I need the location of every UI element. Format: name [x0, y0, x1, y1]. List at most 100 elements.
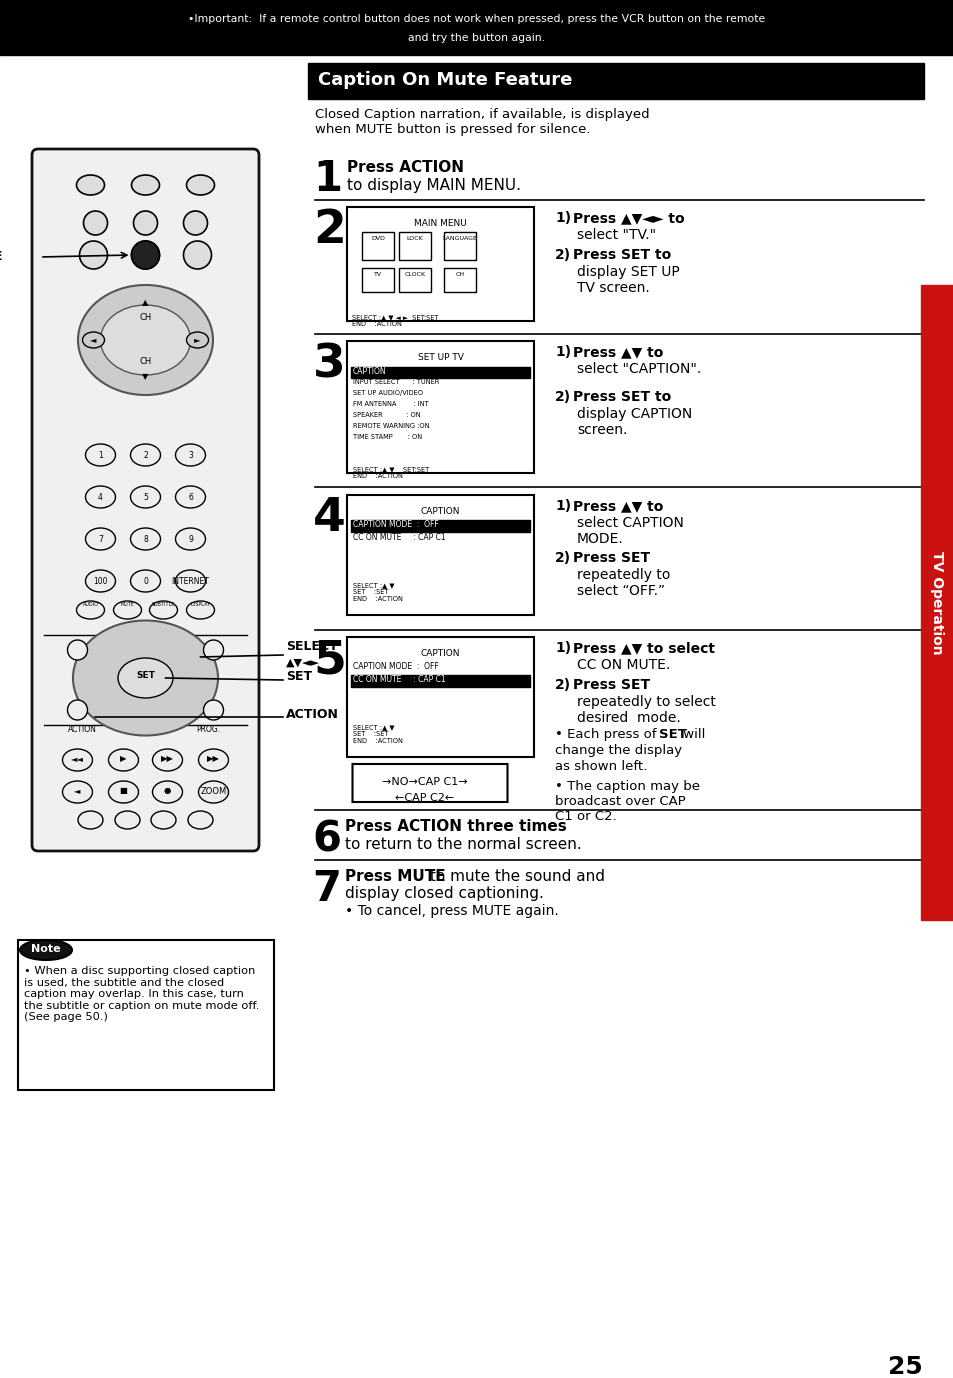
FancyBboxPatch shape — [347, 637, 534, 757]
Text: SUBTITLE: SUBTITLE — [152, 602, 175, 606]
Circle shape — [203, 639, 223, 660]
Text: 100: 100 — [93, 577, 108, 587]
Text: LOCK: LOCK — [406, 236, 423, 241]
Text: FM ANTENNA        : INT: FM ANTENNA : INT — [353, 401, 428, 407]
Text: to return to the normal screen.: to return to the normal screen. — [345, 836, 581, 852]
Text: ◄◄: ◄◄ — [71, 755, 84, 763]
Ellipse shape — [186, 175, 214, 196]
Ellipse shape — [109, 781, 138, 803]
Text: SET UP TV: SET UP TV — [417, 353, 463, 362]
Text: 3: 3 — [188, 452, 193, 460]
Bar — [443, 232, 476, 260]
Text: 4: 4 — [313, 496, 346, 542]
Bar — [398, 232, 431, 260]
Ellipse shape — [198, 750, 229, 772]
Text: ▶▶: ▶▶ — [161, 755, 173, 763]
Ellipse shape — [109, 750, 138, 772]
Text: • The caption may be
broadcast over CAP
C1 or C2.: • The caption may be broadcast over CAP … — [555, 780, 700, 823]
Ellipse shape — [175, 570, 205, 593]
Bar — [308, 63, 923, 99]
Text: →NO→CAP C1→: →NO→CAP C1→ — [382, 777, 467, 787]
Ellipse shape — [175, 486, 205, 508]
Text: DVD: DVD — [371, 236, 384, 241]
Text: 1): 1) — [555, 344, 571, 360]
Text: SET UP AUDIO/VIDEO: SET UP AUDIO/VIDEO — [353, 390, 422, 395]
Circle shape — [68, 700, 88, 719]
Text: INPUT SELECT      : TUNER: INPUT SELECT : TUNER — [353, 379, 439, 384]
Ellipse shape — [118, 659, 172, 699]
Text: 25: 25 — [886, 1355, 922, 1378]
Text: AUDIO: AUDIO — [83, 602, 98, 606]
Text: Press ▲▼ to select: Press ▲▼ to select — [573, 641, 714, 655]
Text: change the display: change the display — [555, 744, 681, 757]
Ellipse shape — [150, 601, 177, 619]
Text: Press ACTION three times: Press ACTION three times — [345, 819, 566, 834]
Text: • Each press of: • Each press of — [555, 728, 660, 741]
Ellipse shape — [115, 812, 140, 830]
Text: SELECT :▲ ▼
SET    :SET
END    :ACTION: SELECT :▲ ▼ SET :SET END :ACTION — [353, 582, 402, 602]
Text: 2: 2 — [143, 452, 148, 460]
Text: ►: ► — [194, 335, 200, 344]
Text: • When a disc supporting closed caption
is used, the subtitle and the closed
cap: • When a disc supporting closed caption … — [24, 966, 259, 1022]
Ellipse shape — [151, 812, 175, 830]
Text: repeatedly to select
desired  mode.: repeatedly to select desired mode. — [577, 695, 715, 725]
Text: REMOTE WARNING :ON: REMOTE WARNING :ON — [353, 423, 429, 429]
Text: 1): 1) — [555, 499, 571, 513]
Text: Press SET: Press SET — [573, 551, 649, 565]
Ellipse shape — [131, 570, 160, 593]
Ellipse shape — [175, 528, 205, 550]
Text: ACTION: ACTION — [286, 708, 338, 722]
Ellipse shape — [73, 620, 218, 736]
Ellipse shape — [76, 601, 105, 619]
FancyBboxPatch shape — [347, 495, 534, 615]
Text: Press ▲▼ to: Press ▲▼ to — [573, 344, 662, 360]
Bar — [398, 267, 431, 292]
Ellipse shape — [78, 812, 103, 830]
Text: ▲: ▲ — [142, 299, 149, 307]
FancyBboxPatch shape — [347, 340, 534, 473]
Text: Press ▲▼◄► to: Press ▲▼◄► to — [573, 211, 684, 225]
Circle shape — [133, 211, 157, 236]
Text: Press ACTION: Press ACTION — [347, 160, 463, 175]
Text: to mute the sound and: to mute the sound and — [424, 870, 604, 885]
Text: Press ▲▼ to: Press ▲▼ to — [573, 499, 662, 513]
Bar — [0, 0, 953, 55]
Text: 2): 2) — [555, 551, 571, 565]
Text: 2): 2) — [555, 248, 571, 262]
Text: • To cancel, press MUTE again.: • To cancel, press MUTE again. — [345, 904, 558, 918]
Text: will: will — [679, 728, 704, 741]
Text: MUTE: MUTE — [0, 251, 3, 263]
Bar — [351, 675, 530, 688]
Text: repeatedly to
select “OFF.”: repeatedly to select “OFF.” — [577, 568, 670, 598]
Text: 6: 6 — [312, 819, 340, 860]
FancyBboxPatch shape — [347, 207, 534, 321]
Ellipse shape — [82, 332, 105, 349]
Text: SELECT :▲ ▼    SET:SET
END    :ACTION: SELECT :▲ ▼ SET:SET END :ACTION — [353, 466, 429, 480]
Text: Press MUTE: Press MUTE — [345, 870, 445, 885]
Text: ◄: ◄ — [74, 787, 81, 795]
Text: 6: 6 — [188, 493, 193, 503]
Text: INTERNET: INTERNET — [172, 577, 210, 587]
FancyBboxPatch shape — [32, 149, 258, 852]
Text: Press SET to: Press SET to — [573, 248, 671, 262]
Ellipse shape — [188, 812, 213, 830]
Text: ▲▼◄►: ▲▼◄► — [286, 659, 319, 668]
Text: ZOOM: ZOOM — [200, 787, 227, 795]
Circle shape — [183, 211, 208, 236]
Text: to display MAIN MENU.: to display MAIN MENU. — [347, 178, 520, 193]
Bar — [920, 285, 953, 921]
Text: ▼: ▼ — [142, 372, 149, 382]
Ellipse shape — [86, 444, 115, 466]
Ellipse shape — [20, 940, 71, 960]
Ellipse shape — [152, 781, 182, 803]
Bar — [351, 367, 530, 378]
Text: as shown left.: as shown left. — [555, 761, 646, 773]
Text: ACTION: ACTION — [68, 725, 97, 734]
Ellipse shape — [63, 750, 92, 772]
Text: SPEAKER           : ON: SPEAKER : ON — [353, 412, 420, 418]
Text: CAPTION MODE  :  OFF: CAPTION MODE : OFF — [353, 661, 438, 671]
Text: CAPTION: CAPTION — [353, 367, 386, 376]
Text: display SET UP
TV screen.: display SET UP TV screen. — [577, 265, 679, 295]
Circle shape — [84, 211, 108, 236]
Text: CC ON MUTE.: CC ON MUTE. — [577, 659, 670, 672]
